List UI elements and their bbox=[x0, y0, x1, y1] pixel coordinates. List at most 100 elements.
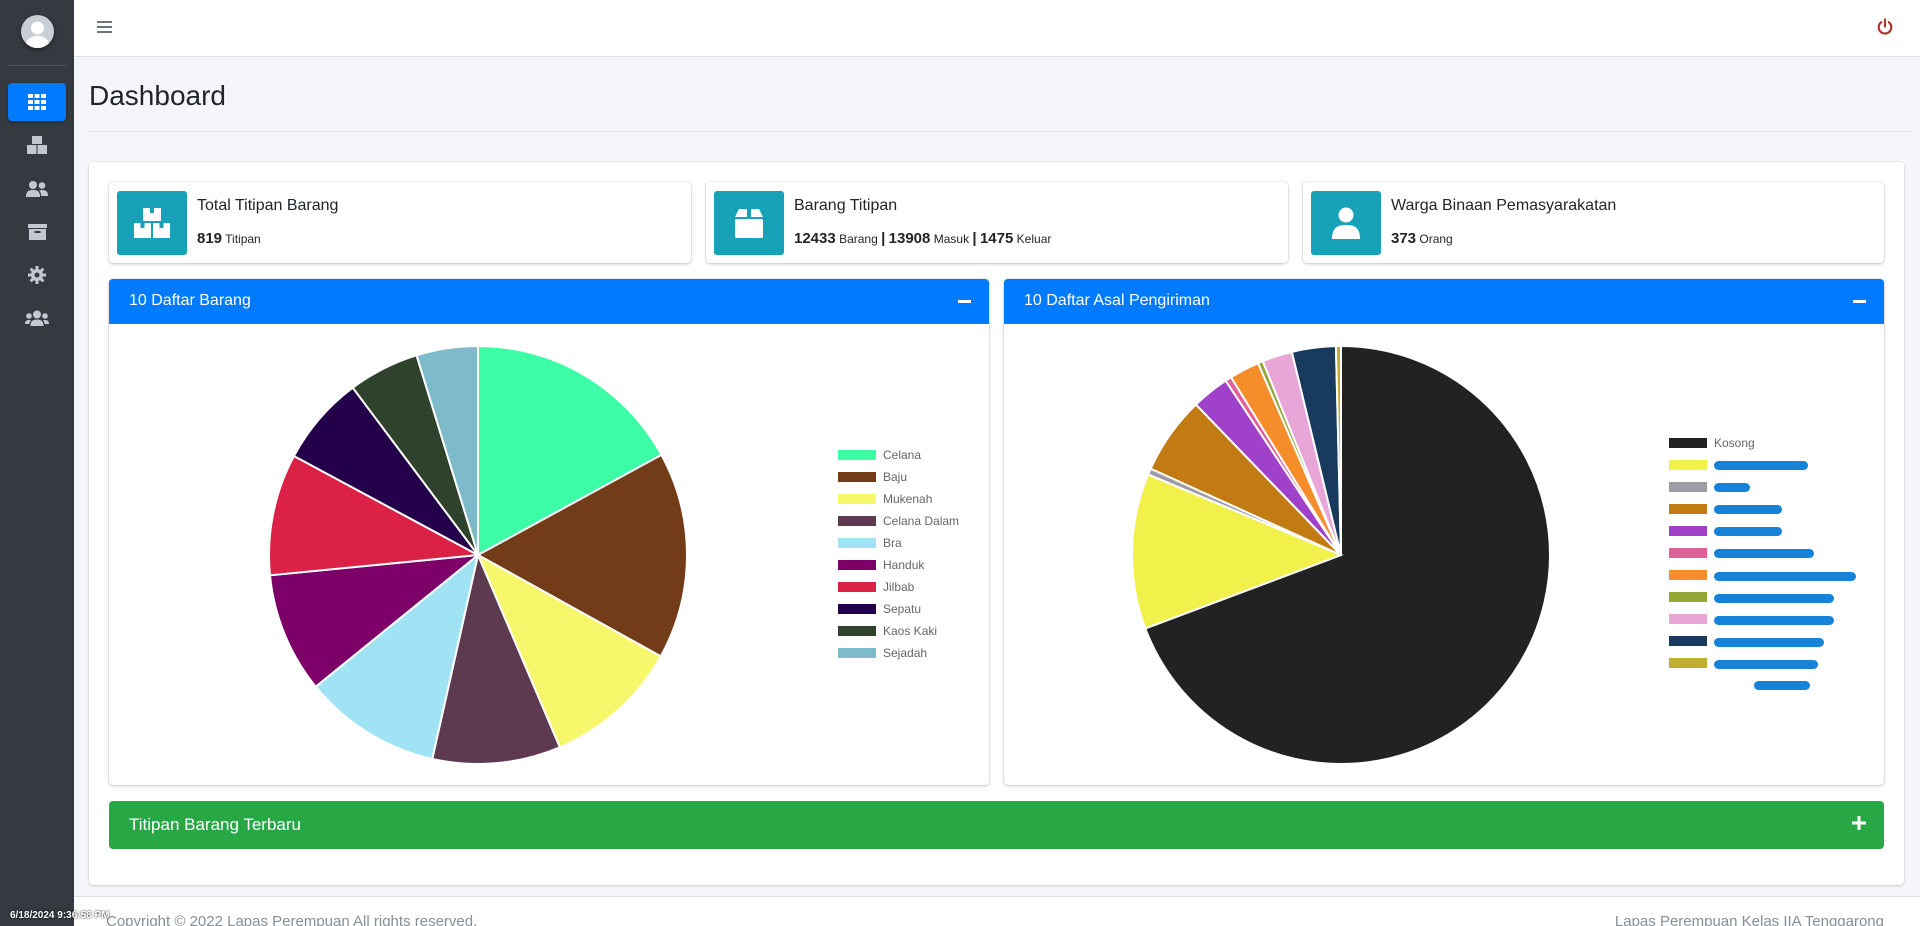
legend-item-0-9[interactable]: Sejadah bbox=[838, 646, 927, 660]
legend-item-1-0[interactable]: Kosong bbox=[1669, 436, 1755, 450]
redaction-mark bbox=[1714, 638, 1824, 647]
info-icon-box bbox=[1311, 191, 1381, 255]
legend-swatch bbox=[838, 560, 876, 570]
sidebar-item-dashboard[interactable] bbox=[8, 83, 66, 121]
pie-slice-0-1[interactable] bbox=[475, 453, 688, 658]
card-title: Titipan Barang Terbaru bbox=[129, 815, 301, 834]
info-box-total-titipan: Total Titipan Barang 819 Titipan bbox=[109, 182, 691, 263]
value-separator: | bbox=[972, 230, 977, 247]
card-titipan-terbaru[interactable]: Titipan Barang Terbaru bbox=[109, 801, 1884, 849]
legend-swatch bbox=[838, 604, 876, 614]
legend-swatch bbox=[1669, 438, 1707, 448]
redaction-mark bbox=[1714, 483, 1750, 492]
users-icon bbox=[26, 181, 48, 197]
legend-swatch bbox=[1669, 658, 1707, 668]
chart-card-daftar-barang: 10 Daftar Barang Celana Baju Mukenah Celana… bbox=[109, 279, 989, 785]
pie-slice-0-5[interactable] bbox=[268, 553, 482, 689]
logout-button[interactable] bbox=[1876, 18, 1894, 36]
plus-icon[interactable] bbox=[1852, 816, 1866, 830]
collapse-button[interactable] bbox=[1853, 300, 1866, 303]
legend-item-0-3[interactable]: Celana Dalam bbox=[838, 514, 959, 528]
legend-item-1-10[interactable] bbox=[1669, 656, 1714, 670]
legend-item-1-7[interactable] bbox=[1669, 590, 1714, 604]
legend-item-0-8[interactable]: Kaos Kaki bbox=[838, 624, 937, 638]
user-avatar-icon bbox=[25, 21, 50, 48]
legend-swatch bbox=[1669, 592, 1707, 602]
sidebar-item-archive[interactable] bbox=[8, 213, 66, 251]
legend-item-0-4[interactable]: Bra bbox=[838, 536, 902, 550]
title-divider bbox=[89, 131, 1911, 132]
legend-item-1-4[interactable] bbox=[1669, 524, 1714, 538]
archive-icon bbox=[27, 224, 47, 240]
card-title: 10 Daftar Barang bbox=[129, 292, 251, 309]
redaction-mark bbox=[1714, 549, 1814, 558]
legend-item-0-7[interactable]: Sepatu bbox=[838, 602, 921, 616]
legend-swatch bbox=[1669, 614, 1707, 624]
legend-swatch bbox=[838, 626, 876, 636]
info-icon-box bbox=[117, 191, 187, 255]
pie-slice-1-1[interactable] bbox=[1131, 473, 1344, 630]
redaction-mark bbox=[1714, 616, 1834, 625]
pie-slice-0-6[interactable] bbox=[268, 454, 482, 577]
redaction-mark bbox=[1714, 594, 1834, 603]
legend-item-1-1[interactable] bbox=[1669, 458, 1714, 472]
pie-slice-0-9[interactable] bbox=[415, 344, 479, 556]
card-header: 10 Daftar Barang bbox=[109, 279, 989, 324]
info-box-barang-titipan: Barang Titipan 12433 Barang | 13908 Masu… bbox=[706, 182, 1288, 263]
legend-item-0-5[interactable]: Handuk bbox=[838, 558, 924, 572]
hamburger-icon bbox=[97, 21, 112, 33]
sidebar bbox=[0, 0, 74, 926]
legend-swatch bbox=[838, 538, 876, 548]
legend-swatch bbox=[1669, 504, 1707, 514]
legend-item-0-0[interactable]: Celana bbox=[838, 448, 921, 462]
legend-item-0-1[interactable]: Baju bbox=[838, 470, 907, 484]
pie-slice-0-4[interactable] bbox=[314, 552, 480, 761]
legend-label: Celana Dalam bbox=[883, 514, 960, 528]
legend-label: Baju bbox=[883, 470, 908, 484]
footer-copyright: Copyright © 2022 Lapas Perempuan All rig… bbox=[106, 913, 478, 926]
legend-item-0-6[interactable]: Jilbab bbox=[838, 580, 914, 594]
top-navbar bbox=[74, 0, 1920, 57]
legend-item-1-6[interactable] bbox=[1669, 568, 1714, 582]
legend-item-0-2[interactable]: Mukenah bbox=[838, 492, 932, 506]
info-box-value: 373 Orang bbox=[1391, 230, 1453, 247]
legend-swatch bbox=[838, 472, 876, 482]
pie-slice-0-2[interactable] bbox=[475, 552, 663, 749]
legend-label: Kosong bbox=[1714, 436, 1755, 450]
total-titipan-unit: Titipan bbox=[225, 232, 261, 246]
legend-item-1-2[interactable] bbox=[1669, 480, 1714, 494]
gear-icon bbox=[28, 266, 46, 284]
pie-slice-1-0[interactable] bbox=[1144, 344, 1551, 765]
legend-item-1-8[interactable] bbox=[1669, 612, 1714, 626]
redaction-mark bbox=[1714, 527, 1782, 536]
legend-item-1-5[interactable] bbox=[1669, 546, 1714, 560]
power-icon bbox=[1877, 18, 1893, 35]
box-icon bbox=[735, 209, 763, 238]
sidebar-item-settings[interactable] bbox=[8, 256, 66, 294]
pie-slice-0-0[interactable] bbox=[477, 344, 663, 557]
barang-unit: Barang bbox=[839, 232, 878, 246]
info-box-title: Barang Titipan bbox=[794, 197, 898, 214]
legend-label: Bra bbox=[883, 536, 902, 550]
sidebar-item-barang[interactable] bbox=[8, 126, 66, 164]
grid-icon bbox=[28, 94, 46, 110]
info-box-value: 12433 Barang | 13908 Masuk | 1475 Keluar bbox=[794, 230, 1051, 247]
user-icon bbox=[1332, 207, 1360, 239]
legend-swatch bbox=[838, 494, 876, 504]
user-avatar[interactable] bbox=[21, 15, 54, 48]
legend-item-1-9[interactable] bbox=[1669, 634, 1714, 648]
menu-toggle-button[interactable] bbox=[97, 20, 113, 34]
keluar-count: 1475 bbox=[979, 230, 1014, 247]
legend-swatch bbox=[1669, 548, 1707, 558]
legend-item-1-3[interactable] bbox=[1669, 502, 1714, 516]
legend-label: Mukenah bbox=[883, 492, 933, 506]
pie-slice-1-10[interactable] bbox=[1334, 344, 1342, 556]
legend-swatch bbox=[1669, 636, 1707, 646]
sidebar-item-users[interactable] bbox=[8, 170, 66, 208]
sidebar-divider bbox=[8, 65, 66, 66]
sidebar-item-groups[interactable] bbox=[8, 299, 66, 337]
pie-slice-0-3[interactable] bbox=[431, 551, 562, 765]
collapse-button[interactable] bbox=[958, 300, 971, 303]
info-box-warga-binaan: Warga Binaan Pemasyarakatan 373 Orang bbox=[1303, 182, 1884, 263]
value-separator: | bbox=[881, 230, 886, 247]
